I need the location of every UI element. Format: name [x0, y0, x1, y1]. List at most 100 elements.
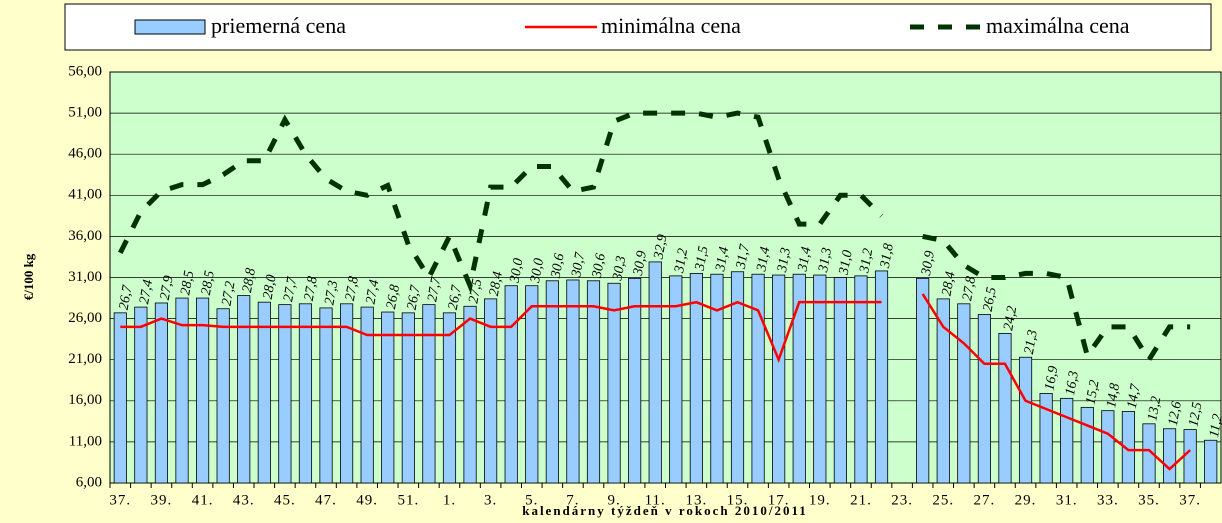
x-tick-label: 29. — [1015, 492, 1037, 508]
legend-swatch — [134, 19, 206, 35]
data-label: 24,2 — [1001, 305, 1020, 332]
data-label: 27,2 — [219, 280, 238, 307]
bar — [504, 285, 518, 484]
bar — [1039, 393, 1053, 484]
data-label: 26,8 — [384, 284, 403, 311]
x-tick-label: 41. — [192, 492, 214, 508]
y-tick-label: 56,00 — [68, 63, 102, 79]
data-label: 12,5 — [1186, 401, 1205, 428]
bar — [442, 312, 457, 484]
legend-label: minimálna cena — [601, 13, 741, 38]
y-tick-label: 31,00 — [68, 269, 102, 285]
y-tick-label: 36,00 — [68, 228, 102, 244]
y-tick-label: 46,00 — [68, 146, 102, 162]
data-label: 27,7 — [425, 275, 444, 303]
bar — [1142, 423, 1156, 484]
bar — [340, 303, 354, 484]
x-tick-label: 15. — [727, 492, 749, 508]
x-tick-label: 37. — [1179, 492, 1201, 508]
data-label: 28,5 — [199, 270, 218, 297]
data-label: 31,3 — [775, 247, 794, 275]
data-label: 28,4 — [487, 270, 506, 297]
bar — [401, 312, 415, 484]
data-label: 27,3 — [322, 279, 341, 306]
bar — [628, 277, 642, 484]
x-tick-label: 19. — [809, 492, 831, 508]
bar — [813, 274, 827, 484]
bar — [545, 280, 559, 484]
bar — [1162, 428, 1177, 484]
y-axis-label: €/100 kg — [21, 253, 36, 300]
bar — [113, 312, 127, 484]
bar — [1101, 410, 1115, 484]
bar — [278, 304, 292, 484]
data-label: 30,0 — [507, 257, 526, 285]
data-label: 32,9 — [651, 233, 670, 261]
bar — [669, 275, 683, 484]
bar — [196, 297, 210, 484]
data-label: 31,3 — [816, 247, 835, 275]
data-label: 30,9 — [631, 250, 650, 278]
bar — [1080, 406, 1094, 484]
data-label: 28,4 — [940, 270, 959, 297]
data-label: 12,6 — [1166, 400, 1185, 427]
bar — [874, 270, 889, 484]
bar — [216, 308, 230, 484]
bar — [463, 305, 477, 484]
y-tick-label: 51,00 — [68, 105, 102, 121]
bar — [792, 273, 806, 484]
bar — [360, 306, 374, 484]
bar — [257, 301, 271, 484]
x-tick-label: 3. — [484, 492, 497, 508]
data-label: 27,4 — [364, 279, 383, 306]
x-tick-label: 51. — [397, 492, 419, 508]
bar — [689, 272, 703, 484]
data-label: 30,9 — [919, 250, 938, 278]
x-tick-label: 1. — [443, 492, 456, 508]
bar — [1018, 356, 1033, 484]
bar — [977, 314, 991, 484]
bar — [154, 302, 169, 484]
data-label: 31,7 — [734, 242, 753, 271]
x-tick-label: 43. — [233, 492, 255, 508]
bar — [936, 298, 950, 484]
x-tick-label: 37. — [109, 492, 131, 508]
bar — [484, 298, 498, 484]
bar — [298, 303, 313, 484]
x-tick-label: 39. — [151, 492, 173, 508]
x-tick-label: 35. — [1138, 492, 1160, 508]
bar — [566, 279, 580, 484]
series-line — [118, 110, 1191, 365]
data-label: 30,0 — [528, 257, 547, 285]
data-label: 31,0 — [837, 249, 856, 277]
legend-label: maximálna cena — [986, 13, 1130, 38]
bar — [916, 277, 930, 484]
data-label: 27,8 — [302, 275, 321, 302]
data-label: 14,7 — [1125, 382, 1144, 410]
data-label: 28,8 — [240, 267, 259, 294]
data-label: 30,6 — [549, 252, 568, 280]
bar — [710, 273, 724, 484]
x-tick-label: 17. — [768, 492, 790, 508]
data-label: 31,8 — [878, 242, 897, 270]
bar — [422, 304, 436, 484]
data-label: 21,3 — [1022, 329, 1041, 356]
y-tick-label: 26,00 — [68, 310, 102, 326]
data-label: 27,7 — [281, 275, 300, 303]
y-tick-label: 6,00 — [76, 474, 102, 490]
bar — [1204, 439, 1218, 484]
legend-label: priemerná cena — [211, 13, 346, 38]
x-tick-label: 25. — [932, 492, 954, 508]
y-tick-label: 11,00 — [69, 433, 102, 449]
data-label: 26,5 — [981, 286, 1000, 313]
bar — [957, 303, 971, 484]
x-tick-label: 23. — [891, 492, 913, 508]
data-label: 30,6 — [590, 252, 609, 280]
series-line — [120, 293, 1191, 471]
bar — [730, 271, 745, 484]
x-tick-label: 45. — [274, 492, 296, 508]
y-tick-label: 41,00 — [68, 187, 102, 203]
legend-box — [64, 3, 1212, 51]
x-tick-label: 49. — [356, 492, 378, 508]
